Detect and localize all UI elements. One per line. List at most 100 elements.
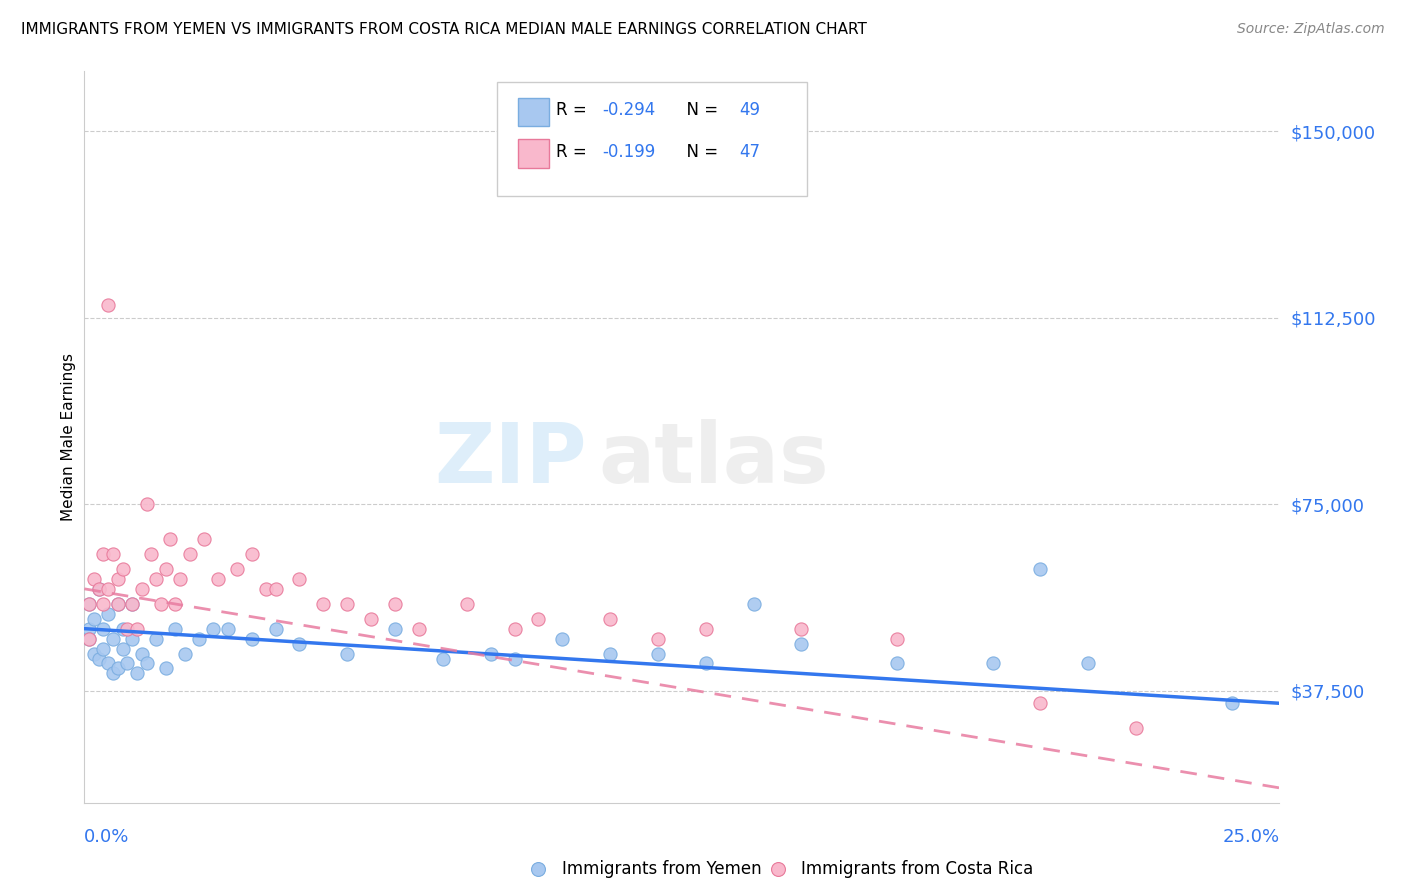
Point bbox=[288, 636, 311, 650]
Text: N =: N = bbox=[676, 101, 723, 120]
Text: -0.294: -0.294 bbox=[602, 101, 655, 120]
Point bbox=[97, 298, 120, 312]
Point bbox=[125, 622, 148, 636]
Point bbox=[165, 622, 187, 636]
Point bbox=[647, 647, 669, 661]
Point bbox=[101, 666, 124, 681]
Point bbox=[107, 661, 129, 675]
Point bbox=[77, 632, 100, 646]
Point bbox=[87, 651, 110, 665]
Text: 25.0%: 25.0% bbox=[1222, 828, 1279, 846]
Point bbox=[165, 597, 187, 611]
Point bbox=[264, 622, 287, 636]
Point bbox=[240, 632, 263, 646]
Point bbox=[93, 597, 115, 611]
Point bbox=[145, 632, 167, 646]
Point bbox=[312, 597, 335, 611]
Point bbox=[173, 647, 195, 661]
Point bbox=[288, 572, 311, 586]
Text: R =: R = bbox=[557, 143, 592, 161]
Point bbox=[503, 651, 526, 665]
Point bbox=[155, 661, 177, 675]
Point bbox=[886, 657, 908, 671]
Point bbox=[97, 582, 120, 596]
Point bbox=[135, 497, 157, 511]
Point bbox=[226, 562, 249, 576]
Point bbox=[695, 622, 717, 636]
Point bbox=[93, 547, 115, 561]
Point bbox=[207, 572, 229, 586]
Point bbox=[456, 597, 478, 611]
Text: 47: 47 bbox=[740, 143, 761, 161]
Point bbox=[360, 612, 382, 626]
Point bbox=[193, 532, 215, 546]
Point bbox=[1029, 696, 1052, 710]
Point bbox=[202, 622, 225, 636]
Point bbox=[981, 657, 1004, 671]
Point bbox=[384, 622, 406, 636]
Point bbox=[432, 651, 454, 665]
Point bbox=[131, 647, 153, 661]
Point bbox=[77, 597, 100, 611]
FancyBboxPatch shape bbox=[519, 139, 550, 168]
Point bbox=[121, 632, 143, 646]
Point bbox=[240, 547, 263, 561]
Point bbox=[254, 582, 277, 596]
Point bbox=[117, 622, 139, 636]
Point bbox=[149, 597, 172, 611]
Point bbox=[97, 657, 120, 671]
Point bbox=[169, 572, 191, 586]
Text: R =: R = bbox=[557, 101, 592, 120]
Point bbox=[647, 632, 669, 646]
Point bbox=[145, 572, 167, 586]
Point bbox=[479, 647, 502, 661]
Point bbox=[1220, 696, 1243, 710]
Point bbox=[179, 547, 201, 561]
Point bbox=[188, 632, 211, 646]
Point bbox=[87, 582, 110, 596]
Point bbox=[107, 597, 129, 611]
Point bbox=[1077, 657, 1099, 671]
Point bbox=[125, 666, 148, 681]
Point bbox=[111, 641, 134, 656]
Text: 0.0%: 0.0% bbox=[84, 828, 129, 846]
Text: ZIP: ZIP bbox=[434, 418, 586, 500]
Point bbox=[599, 647, 621, 661]
Text: IMMIGRANTS FROM YEMEN VS IMMIGRANTS FROM COSTA RICA MEDIAN MALE EARNINGS CORRELA: IMMIGRANTS FROM YEMEN VS IMMIGRANTS FROM… bbox=[21, 22, 868, 37]
Point bbox=[141, 547, 163, 561]
Point bbox=[121, 597, 143, 611]
Point bbox=[1029, 562, 1052, 576]
Text: 49: 49 bbox=[740, 101, 761, 120]
Point bbox=[886, 632, 908, 646]
Point bbox=[503, 622, 526, 636]
Point bbox=[107, 597, 129, 611]
Point bbox=[695, 657, 717, 671]
Point bbox=[83, 572, 105, 586]
Point bbox=[527, 612, 550, 626]
Text: Immigrants from Yemen: Immigrants from Yemen bbox=[562, 860, 762, 878]
Text: N =: N = bbox=[676, 143, 723, 161]
Point bbox=[83, 647, 105, 661]
Text: Immigrants from Costa Rica: Immigrants from Costa Rica bbox=[801, 860, 1033, 878]
Point bbox=[101, 547, 124, 561]
FancyBboxPatch shape bbox=[496, 82, 807, 195]
Point bbox=[790, 622, 813, 636]
Point bbox=[121, 597, 143, 611]
Point bbox=[790, 636, 813, 650]
Text: atlas: atlas bbox=[599, 418, 830, 500]
Point bbox=[264, 582, 287, 596]
Text: -0.199: -0.199 bbox=[602, 143, 655, 161]
Point bbox=[77, 597, 100, 611]
Point bbox=[77, 632, 100, 646]
Point bbox=[742, 597, 765, 611]
Y-axis label: Median Male Earnings: Median Male Earnings bbox=[60, 353, 76, 521]
Point bbox=[217, 622, 239, 636]
Point bbox=[384, 597, 406, 611]
Point bbox=[101, 632, 124, 646]
Point bbox=[599, 612, 621, 626]
FancyBboxPatch shape bbox=[519, 97, 550, 127]
Point bbox=[83, 612, 105, 626]
Point bbox=[87, 582, 110, 596]
Point bbox=[155, 562, 177, 576]
Point bbox=[93, 622, 115, 636]
